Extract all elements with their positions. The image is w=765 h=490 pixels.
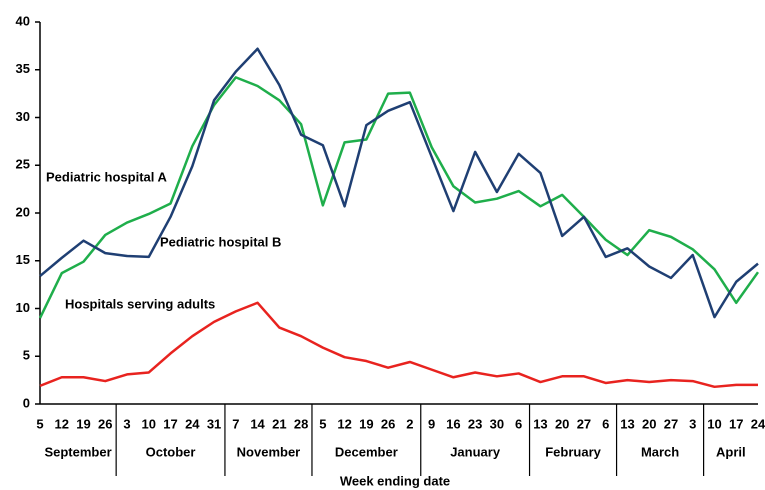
x-tick-label: 19 (359, 416, 373, 431)
series-label: Hospitals serving adults (65, 296, 215, 311)
x-tick-label: 17 (163, 416, 177, 431)
series-line (38, 76, 760, 319)
month-label: November (237, 444, 301, 459)
x-tick-label: 17 (729, 416, 743, 431)
x-tick-label: 6 (602, 416, 609, 431)
x-tick-label: 20 (642, 416, 656, 431)
x-tick-label: 7 (232, 416, 239, 431)
x-tick-label: 3 (123, 416, 130, 431)
x-tick-label: 5 (36, 416, 43, 431)
x-tick-label: 20 (555, 416, 569, 431)
y-tick-label: 15 (16, 252, 30, 267)
y-tick-label: 0 (23, 395, 30, 410)
month-label: January (450, 444, 501, 459)
x-tick-label: 13 (533, 416, 547, 431)
x-tick-label: 27 (664, 416, 678, 431)
y-tick-label: 30 (16, 109, 30, 124)
y-tick-label: 20 (16, 204, 30, 219)
x-tick-label: 12 (55, 416, 69, 431)
y-tick-label: 40 (16, 13, 30, 28)
month-label: April (716, 444, 746, 459)
x-tick-label: 28 (294, 416, 308, 431)
x-tick-label: 3 (689, 416, 696, 431)
x-tick-label: 13 (620, 416, 634, 431)
series-line (39, 47, 759, 319)
x-tick-label: 16 (446, 416, 460, 431)
series-line (39, 301, 758, 389)
y-tick-label: 10 (16, 300, 30, 315)
x-tick-label: 27 (577, 416, 591, 431)
x-tick-label: 14 (250, 416, 265, 431)
x-tick-label: 9 (428, 416, 435, 431)
y-tick-label: 35 (16, 61, 30, 76)
x-tick-label: 10 (707, 416, 721, 431)
x-tick-label: 12 (337, 416, 351, 431)
x-tick-label: 5 (319, 416, 326, 431)
x-tick-label: 6 (515, 416, 522, 431)
y-tick-label: 25 (16, 157, 30, 172)
x-tick-label: 23 (468, 416, 482, 431)
x-axis-title: Week ending date (340, 473, 450, 488)
x-tick-label: 30 (490, 416, 504, 431)
x-tick-label: 10 (142, 416, 156, 431)
x-tick-label: 31 (207, 416, 221, 431)
x-tick-label: 24 (751, 416, 765, 431)
month-label: March (641, 444, 679, 459)
x-tick-label: 26 (381, 416, 395, 431)
x-tick-label: 2 (406, 416, 413, 431)
month-label: December (335, 444, 398, 459)
month-label: October (146, 444, 196, 459)
x-tick-label: 24 (185, 416, 200, 431)
x-tick-label: 26 (98, 416, 112, 431)
month-label: September (44, 444, 111, 459)
series-label: Pediatric hospital A (46, 169, 167, 184)
x-tick-label: 21 (272, 416, 286, 431)
series-label: Pediatric hospital B (160, 234, 281, 249)
y-tick-label: 5 (23, 348, 30, 363)
x-tick-label: 19 (76, 416, 90, 431)
month-label: February (545, 444, 601, 459)
